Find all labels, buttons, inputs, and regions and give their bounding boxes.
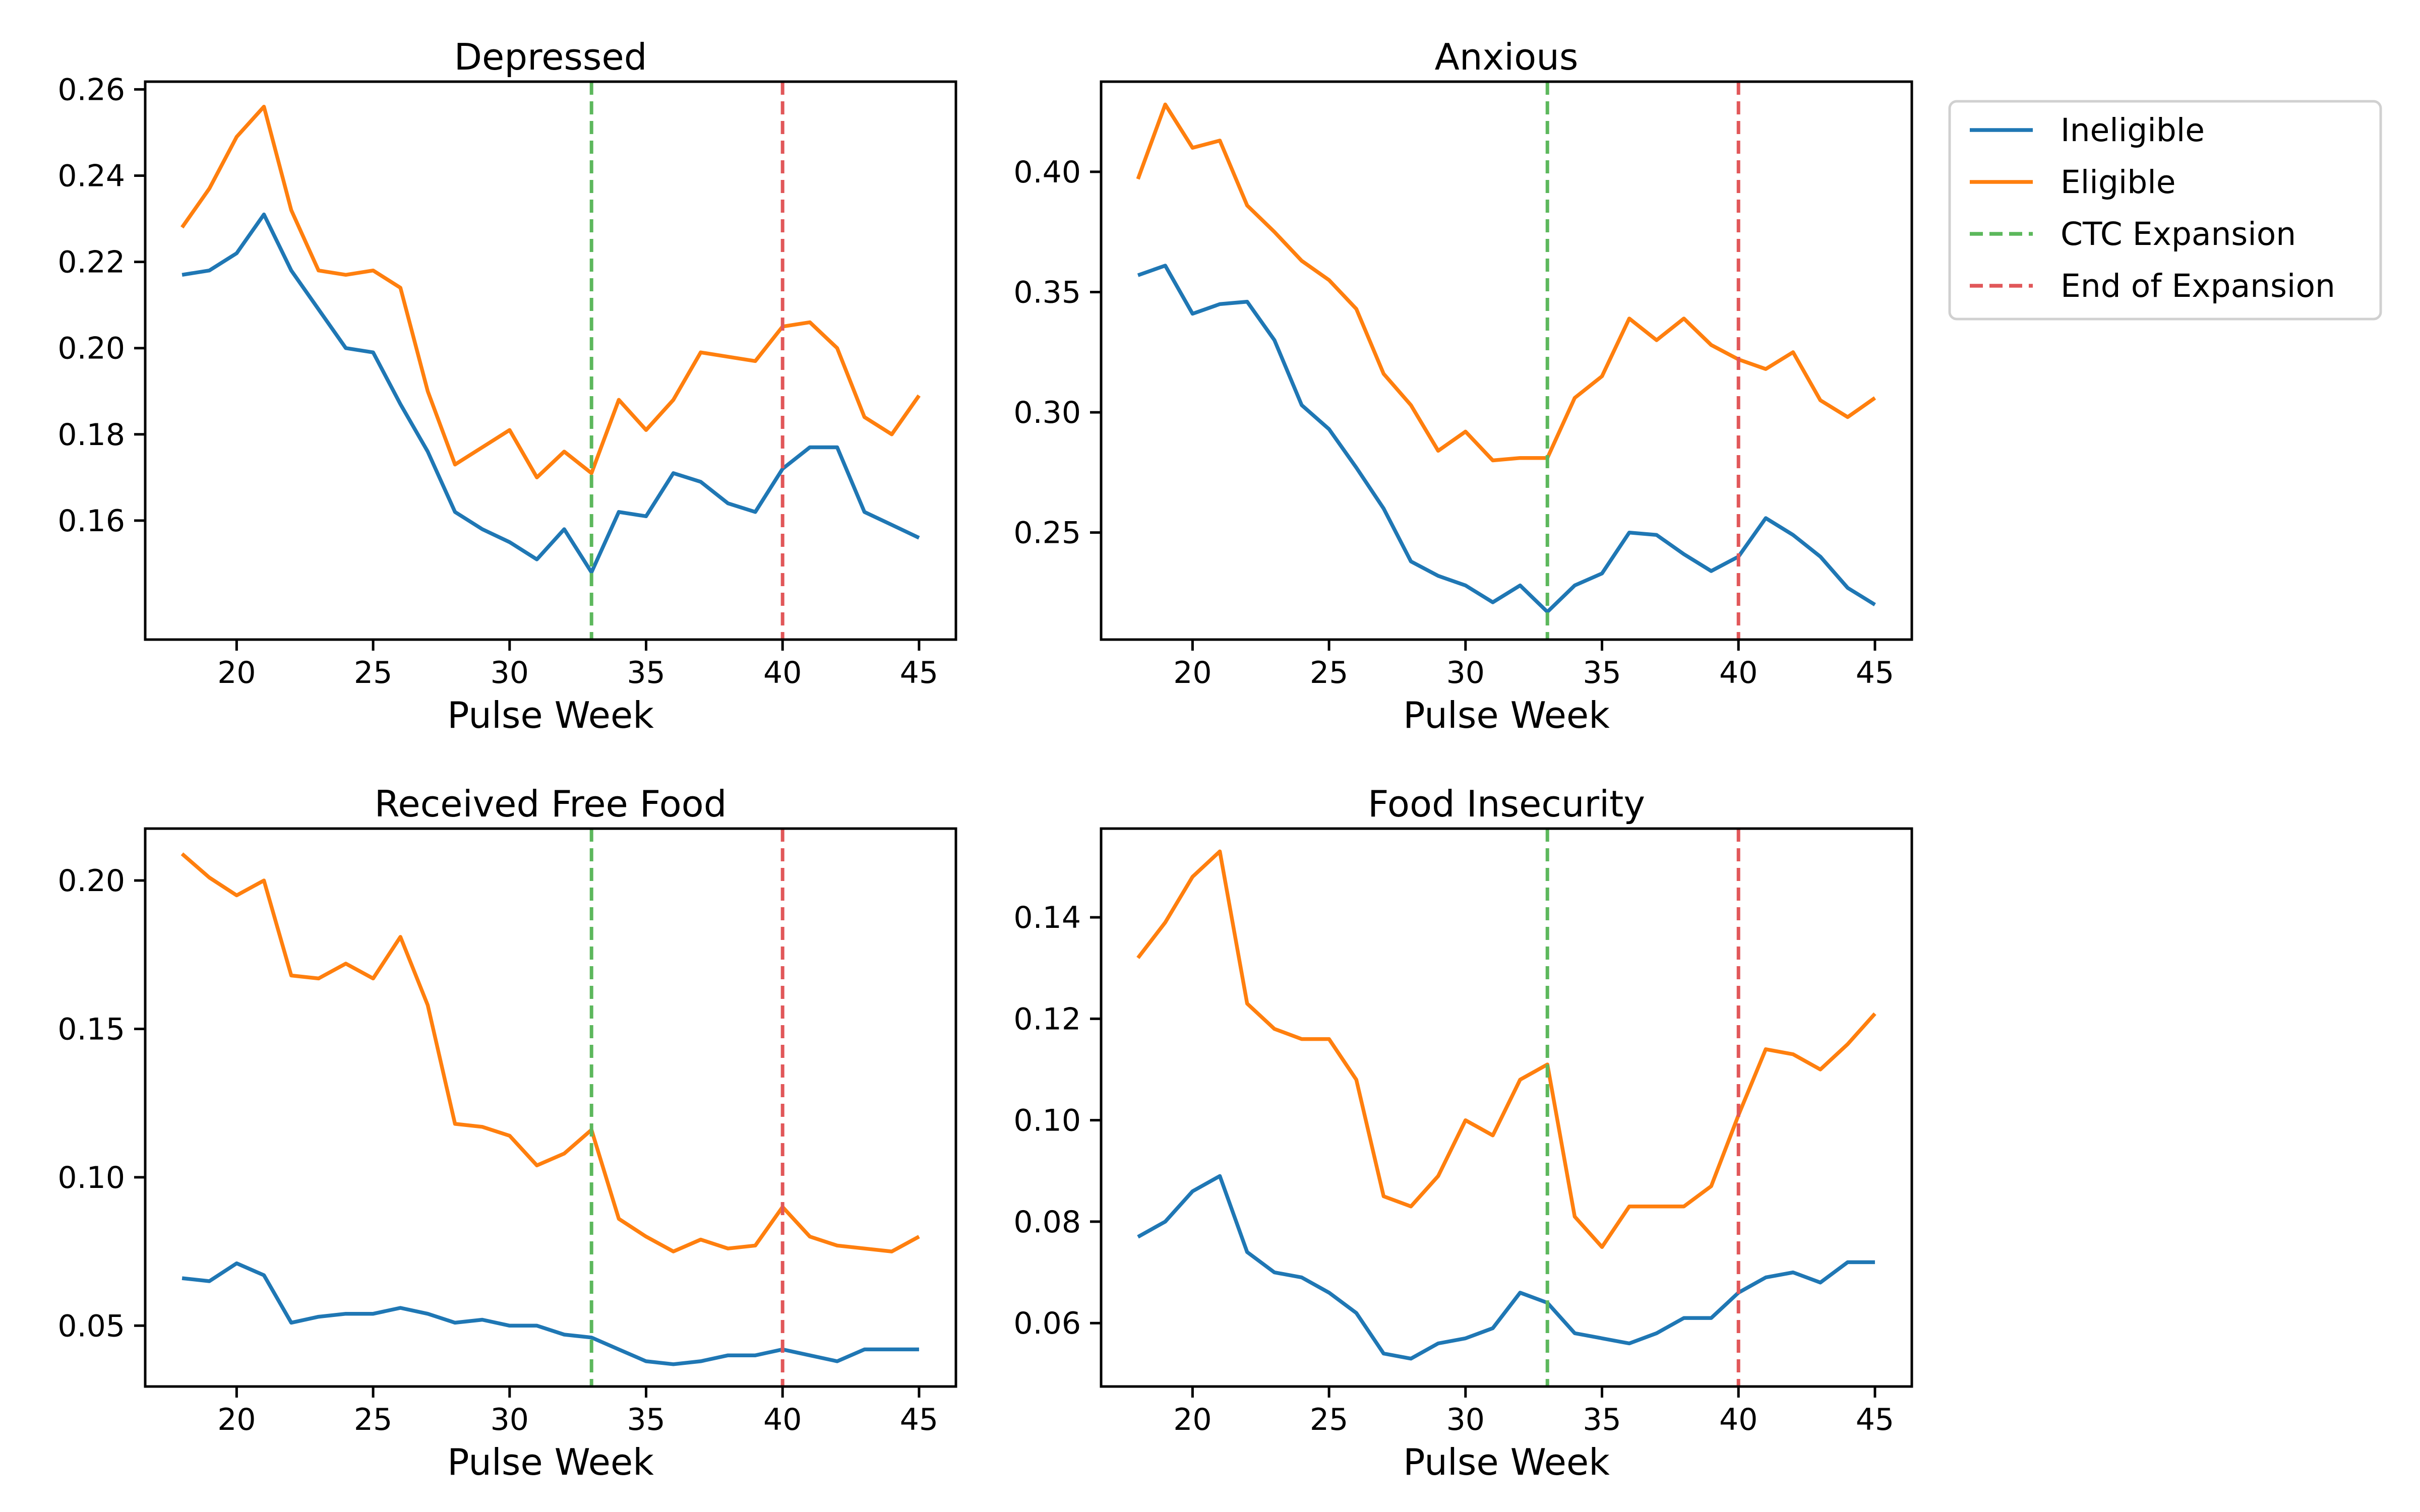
x-tick-label: 30 (1446, 655, 1485, 690)
y-tick-label: 0.06 (1013, 1306, 1081, 1341)
x-tick-label: 25 (1310, 1402, 1348, 1437)
y-tick-label: 0.16 (57, 503, 125, 539)
legend-label: Eligible (2061, 164, 2176, 201)
y-tick-label: 0.40 (1013, 155, 1081, 190)
subplot-2: 20 25 30 35 40 45 0.25 0.30 0.35 0.40 Anxious Pulse… (1013, 36, 1913, 736)
x-tick-label: 35 (1583, 1402, 1621, 1437)
x-tick-label: 35 (627, 655, 665, 690)
series-line-ineligible (182, 1261, 919, 1366)
legend-label: CTC Expansion (2061, 216, 2296, 253)
series-line-eligible (1136, 849, 1877, 1249)
subplot-title: Depressed (454, 36, 647, 78)
y-tick-label: 0.12 (1013, 1001, 1081, 1037)
x-tick-label: 20 (1173, 655, 1212, 690)
axes-frame (1100, 827, 1913, 1388)
y-tick-label: 0.20 (57, 331, 125, 366)
y-tick-label: 0.35 (1013, 275, 1081, 310)
x-tick-label: 20 (217, 1402, 256, 1437)
x-tick-label: 25 (354, 655, 392, 690)
y-tick-label: 0.25 (1013, 516, 1081, 551)
y-tick-label: 0.22 (57, 245, 125, 280)
series-line-eligible (180, 852, 920, 1253)
x-tick-label: 40 (763, 1402, 802, 1437)
x-tick-label: 30 (1446, 1402, 1485, 1437)
y-tick-label: 0.10 (57, 1160, 125, 1195)
x-tick-label: 20 (1173, 1402, 1212, 1437)
axes-frame (1100, 80, 1913, 641)
subplot-3: 20 25 30 35 40 45 0.05 0.10 0.15 0.20 Received Fre… (57, 783, 957, 1483)
x-tick-label: 30 (491, 1402, 529, 1437)
legend: Ineligible Eligible CTC Expansion End of Ex… (1948, 100, 2382, 321)
y-tick-label: 0.30 (1013, 395, 1081, 430)
x-tick-label: 45 (1856, 655, 1894, 690)
x-axis-label: Pulse Week (1403, 694, 1610, 736)
y-tick-label: 0.15 (57, 1012, 125, 1047)
x-tick-label: 45 (900, 655, 938, 690)
x-tick-label: 20 (217, 655, 256, 690)
y-tick-label: 0.26 (57, 72, 125, 107)
series-line-eligible (180, 104, 921, 480)
x-tick-label: 45 (1856, 1402, 1894, 1437)
y-tick-label: 0.24 (57, 158, 125, 194)
legend-label: End of Expansion (2061, 268, 2335, 304)
y-tick-label: 0.14 (1013, 900, 1081, 935)
y-tick-label: 0.18 (57, 417, 125, 453)
x-axis-label: Pulse Week (1403, 1441, 1610, 1483)
subplot-grid: 20 25 30 35 40 45 0.16 0.18 0.20 0.22 0.24 0.26 Depr… (57, 36, 1913, 1483)
x-axis-label: Pulse Week (447, 694, 654, 736)
x-tick-label: 45 (900, 1402, 938, 1437)
subplot-1: 20 25 30 35 40 45 0.16 0.18 0.20 0.22 0.24 0.26 Depr… (57, 36, 957, 736)
axes-frame (144, 80, 957, 641)
y-tick-label: 0.05 (57, 1308, 125, 1344)
x-tick-label: 40 (1719, 655, 1758, 690)
y-tick-label: 0.10 (1013, 1103, 1081, 1139)
y-tick-label: 0.20 (57, 863, 125, 899)
x-tick-label: 35 (1583, 655, 1621, 690)
subplot-title: Anxious (1435, 36, 1579, 78)
series-line-ineligible (182, 212, 920, 575)
x-tick-label: 40 (1719, 1402, 1758, 1437)
legend-label: Ineligible (2061, 112, 2205, 149)
x-tick-label: 30 (491, 655, 529, 690)
x-axis-label: Pulse Week (447, 1441, 654, 1483)
x-tick-label: 25 (354, 1402, 392, 1437)
subplot-title: Food Insecurity (1368, 783, 1645, 825)
subplot-title: Received Free Food (375, 783, 727, 825)
x-tick-label: 35 (627, 1402, 665, 1437)
x-tick-label: 40 (763, 655, 802, 690)
y-tick-label: 0.08 (1013, 1205, 1081, 1240)
series-line-eligible (1136, 102, 1877, 463)
series-line-ineligible (1137, 1174, 1875, 1361)
subplot-4: 20 25 30 35 40 45 0.06 0.08 0.10 0.12 0.14 Food Ins… (1013, 783, 1913, 1483)
legend-box (1948, 100, 2382, 321)
series-line-ineligible (1137, 264, 1876, 614)
axes-frame (144, 827, 957, 1388)
x-tick-label: 25 (1310, 655, 1348, 690)
